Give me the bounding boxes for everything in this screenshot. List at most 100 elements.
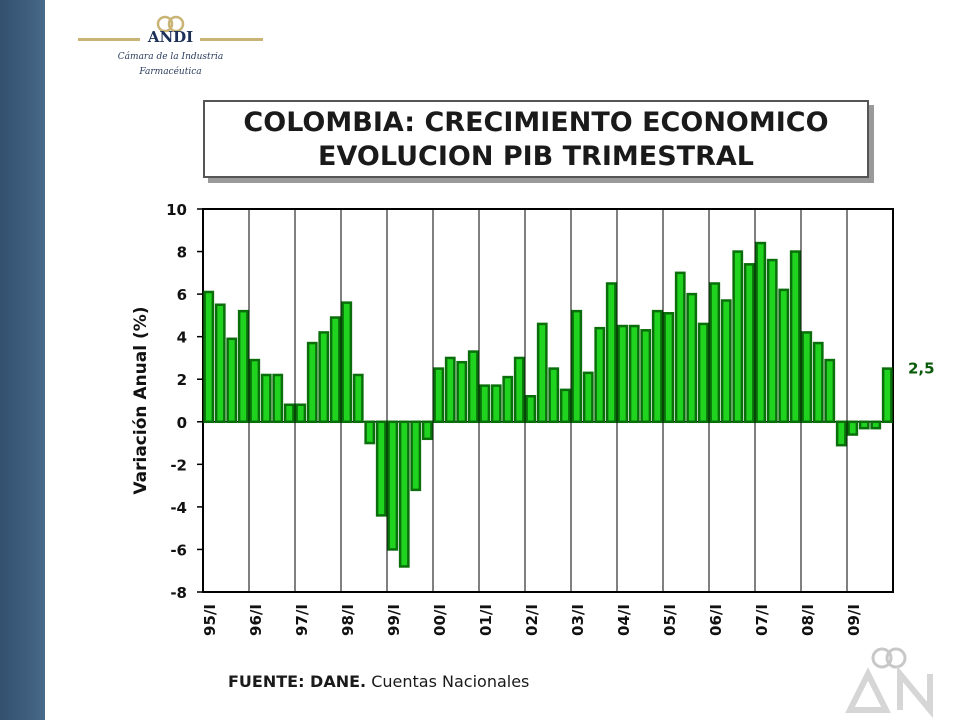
y-tick-label: 2: [177, 371, 187, 389]
bar-06/II: [720, 299, 732, 424]
x-tick-label: 09/I: [845, 604, 863, 636]
logo-wordmark: ANDI: [147, 28, 194, 46]
bar-97/III: [318, 331, 330, 424]
chart-title-line1: COLOMBIA: CRECIMIENTO ECONOMICO: [243, 107, 829, 138]
bar-05/II: [674, 271, 686, 424]
y-tick-label: 4: [177, 329, 187, 347]
x-tick-label: 97/I: [293, 604, 311, 636]
bar-09/II: [858, 420, 870, 430]
bar-95/I: [203, 290, 215, 424]
bar-08/II: [812, 341, 824, 424]
bar-09/IV: [881, 367, 893, 424]
x-tick-label: 01/I: [477, 604, 495, 636]
bar-99/I: [387, 420, 399, 551]
bar-00/III: [456, 360, 468, 424]
bar-04/I: [617, 324, 629, 424]
plot-area: [202, 208, 894, 593]
y-tick-label: 6: [177, 286, 187, 304]
bar-05/III: [686, 292, 698, 424]
x-tick-label: 99/I: [385, 604, 403, 636]
bar-01/III: [502, 375, 514, 424]
chart-title-box: COLOMBIA: CRECIMIENTO ECONOMICO EVOLUCIO…: [203, 100, 869, 178]
last-value-annotation: 2,5: [908, 360, 935, 378]
bar-06/I: [709, 282, 721, 424]
bar-97/I: [295, 403, 307, 424]
bar-03/IV: [605, 282, 617, 424]
bar-06/IV: [743, 263, 755, 424]
bar-99/IV: [421, 420, 433, 441]
chart-title-line2: EVOLUCION PIB TRIMESTRAL: [318, 141, 754, 172]
y-tick-label: 0: [177, 414, 187, 432]
bar-96/II: [260, 373, 272, 424]
y-tick-label: 10: [166, 201, 187, 219]
x-tick-label: 96/I: [247, 604, 265, 636]
logo-caption-1: Cámara de la Industria: [117, 52, 224, 62]
logo-rule-left: [78, 38, 140, 41]
bar-98/IV: [375, 420, 387, 517]
y-tick-label: -2: [170, 456, 187, 474]
bar-02/III: [548, 367, 560, 424]
bar-04/IV: [651, 309, 663, 424]
bar-05/I: [663, 312, 675, 424]
bar-09/III: [870, 420, 882, 430]
bar-08/III: [824, 358, 836, 424]
bar-95/II: [214, 303, 226, 424]
x-tick-label: 07/I: [753, 604, 771, 636]
bar-06/III: [732, 250, 744, 424]
source-text: Cuentas Nacionales: [371, 672, 530, 691]
x-tick-label: 04/I: [615, 604, 633, 636]
bar-95/IV: [237, 309, 249, 424]
bar-00/IV: [467, 350, 479, 424]
logo-rule-right: [200, 38, 263, 41]
bar-03/II: [582, 371, 594, 424]
y-tick-label: -8: [170, 584, 187, 602]
bar-98/II: [352, 373, 364, 424]
andi-logo: ANDI Cámara de la Industria Farmacéutica: [78, 14, 263, 84]
bar-97/IV: [329, 316, 341, 424]
bar-02/II: [536, 322, 548, 424]
bar-01/IV: [513, 356, 525, 424]
y-tick-label: 8: [177, 244, 187, 262]
bar-05/IV: [697, 322, 709, 424]
y-axis-label: Variación Anual (%): [131, 306, 151, 494]
x-tick-label: 05/I: [661, 604, 679, 636]
x-tick-label: 06/I: [707, 604, 725, 636]
bar-00/I: [433, 367, 445, 424]
bar-97/II: [306, 341, 318, 424]
logo-caption-2: Farmacéutica: [139, 67, 202, 77]
bar-04/III: [640, 329, 652, 424]
x-tick-label: 02/I: [523, 604, 541, 636]
corner-logo-watermark: [845, 647, 933, 719]
bar-01/I: [479, 384, 491, 424]
bar-02/IV: [559, 388, 571, 424]
bar-07/II: [766, 258, 778, 424]
bar-08/IV: [835, 420, 847, 447]
bar-95/III: [226, 337, 238, 424]
bar-00/II: [444, 356, 456, 424]
bar-07/I: [755, 241, 767, 424]
bar-02/I: [525, 394, 537, 424]
y-tick-label: -4: [170, 499, 187, 517]
bar-09/I: [847, 420, 859, 436]
bar-08/I: [801, 331, 813, 424]
x-tick-label: 08/I: [799, 604, 817, 636]
bar-96/I: [249, 358, 261, 424]
bar-01/II: [490, 384, 502, 424]
bar-99/III: [410, 420, 422, 492]
bar-03/III: [594, 326, 606, 424]
logo-emblem-icon: [156, 15, 185, 33]
bar-07/IV: [789, 250, 801, 424]
x-tick-label: 00/I: [431, 604, 449, 636]
x-tick-label: 03/I: [569, 604, 587, 636]
bar-04/II: [628, 324, 640, 424]
decorative-band: [0, 0, 45, 720]
bar-96/III: [272, 373, 284, 424]
bar-99/II: [398, 420, 410, 568]
x-tick-label: 95/I: [201, 604, 219, 636]
x-tick-label: 98/I: [339, 604, 357, 636]
bar-03/I: [571, 309, 583, 424]
source-label: FUENTE: DANE.: [228, 672, 367, 691]
bar-98/III: [364, 420, 376, 445]
bar-07/III: [778, 288, 790, 424]
